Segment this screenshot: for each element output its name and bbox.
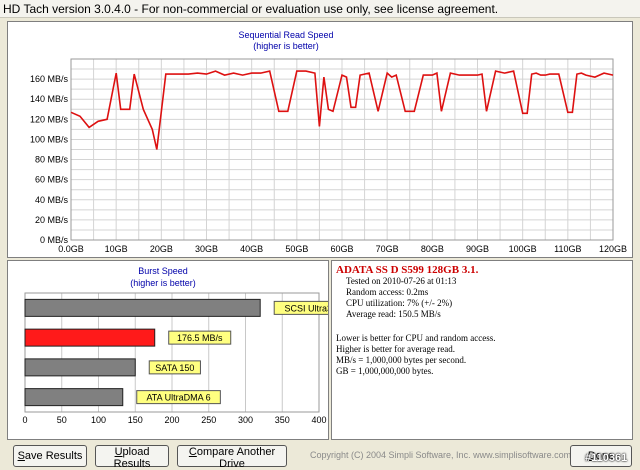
burst-x-tick-label: 150 — [128, 415, 143, 425]
burst-bar-label: 176.5 MB/s — [177, 333, 223, 343]
burst-x-tick-label: 250 — [201, 415, 216, 425]
seq-x-tick-label: 10GB — [105, 244, 128, 254]
seq-x-tick-label: 30GB — [195, 244, 218, 254]
seq-y-tick-label: 80 MB/s — [35, 155, 69, 165]
seq-x-tick-label: 100GB — [509, 244, 537, 254]
burst-bar — [24, 388, 124, 407]
seq-y-tick-label: 140 MB/s — [30, 94, 69, 104]
burst-label-box — [168, 330, 232, 345]
burst-plot-frame — [24, 292, 320, 413]
seq-y-tick-label: 160 MB/s — [30, 74, 69, 84]
seq-x-tick-label: 50GB — [285, 244, 308, 254]
burst-x-tick-label: 200 — [164, 415, 179, 425]
note-gb: GB = 1,000,000,000 bytes. — [336, 366, 434, 376]
seq-y-tick-label: 40 MB/s — [35, 195, 69, 205]
seq-x-tick-label: 70GB — [376, 244, 399, 254]
burst-speed-panel: Burst Speed (higher is better) SCSI Ultr… — [7, 260, 353, 440]
seq-x-tick-label: 110GB — [554, 244, 581, 254]
burst-chart-title: Burst Speed — [138, 266, 188, 276]
seq-plot-frame — [70, 58, 614, 241]
seq-y-tick-label: 20 MB/s — [35, 215, 69, 225]
seq-x-tick-label: 0.0GB — [58, 244, 84, 254]
drive-info-panel: ADATA SS D S599 128GB 3.1. Tested on 201… — [331, 260, 633, 440]
burst-x-tick-label: 0 — [22, 415, 27, 425]
seq-chart-title: Sequential Read Speed — [238, 30, 333, 40]
watermark-text: #110361 — [585, 452, 628, 464]
seq-y-tick-label: 60 MB/s — [35, 175, 69, 185]
burst-label-box — [136, 390, 221, 405]
burst-bar-label: SATA 150 — [155, 363, 194, 373]
seq-x-tick-label: 80GB — [421, 244, 444, 254]
burst-x-tick-label: 300 — [238, 415, 253, 425]
burst-chart-subtitle: (higher is better) — [130, 278, 196, 288]
note-cpu: Lower is better for CPU and random acces… — [336, 333, 496, 343]
burst-bar — [24, 298, 261, 317]
seq-y-tick-label: 100 MB/s — [30, 134, 69, 144]
note-average: Higher is better for average read. — [336, 344, 455, 354]
upload-results-button[interactable]: Upload Results — [95, 445, 169, 470]
drive-name: ADATA SS D S599 128GB 3.1. — [336, 264, 479, 276]
seq-y-tick-label: 120 MB/s — [30, 114, 69, 124]
burst-bar — [24, 358, 136, 377]
seq-x-tick-label: 40GB — [240, 244, 263, 254]
seq-x-tick-label: 120GB — [599, 244, 627, 254]
note-mbs: MB/s = 1,000,000 bytes per second. — [336, 355, 467, 365]
burst-bar — [24, 328, 156, 347]
average-read: Average read: 150.5 MB/s — [346, 309, 441, 319]
burst-label-box — [148, 360, 201, 375]
seq-x-tick-label: 90GB — [466, 244, 489, 254]
burst-x-tick-label: 50 — [57, 415, 67, 425]
tested-on: Tested on 2010-07-26 at 01:13 — [346, 276, 457, 286]
window-title: HD Tach version 3.0.4.0 - For non-commer… — [0, 0, 640, 18]
seq-x-tick-label: 20GB — [150, 244, 173, 254]
cpu-utilization: CPU utilization: 7% (+/- 2%) — [346, 298, 453, 308]
burst-x-tick-label: 400 — [311, 415, 326, 425]
read-speed-series-line — [70, 70, 614, 150]
seq-x-tick-label: 60GB — [330, 244, 353, 254]
random-access: Random access: 0.2ms — [346, 287, 429, 297]
copyright-text: Copyright (C) 2004 Simpli Software, Inc.… — [310, 450, 572, 460]
seq-chart-subtitle: (higher is better) — [253, 41, 319, 51]
sequential-read-chart: Sequential Read Speed (higher is better)… — [30, 30, 627, 254]
burst-x-tick-label: 100 — [91, 415, 106, 425]
sequential-read-panel: Sequential Read Speed (higher is better)… — [7, 21, 633, 258]
burst-bar-label: SCSI Ultra320 — [285, 303, 328, 313]
burst-x-tick-label: 350 — [275, 415, 290, 425]
burst-speed-chart: Burst Speed (higher is better) SCSI Ultr… — [22, 266, 353, 425]
done-button[interactable]: Done — [570, 445, 632, 467]
burst-bar-label: ATA UltraDMA 6 — [146, 393, 210, 403]
save-results-button[interactable]: Save Results — [13, 445, 87, 467]
compare-another-drive-button[interactable]: Compare Another Drive — [177, 445, 287, 470]
seq-y-tick-label: 0 MB/s — [40, 235, 69, 245]
